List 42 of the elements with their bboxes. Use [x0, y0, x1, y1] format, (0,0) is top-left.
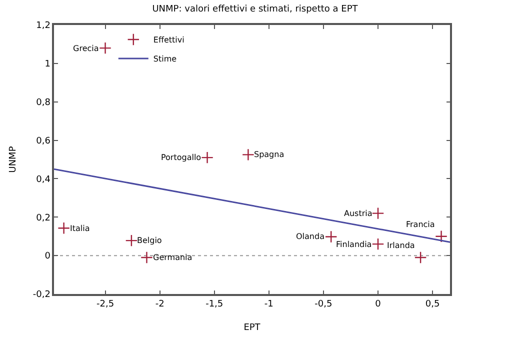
annotation: Portogallo: [161, 153, 202, 162]
annotation: Italia: [70, 224, 90, 233]
annotation: Germania: [153, 253, 192, 262]
legend-label: Stime: [153, 54, 177, 64]
annotation: Spagna: [254, 150, 284, 159]
point: [372, 207, 384, 220]
annotation: Austria: [344, 209, 372, 218]
y-axis-title: UNMP: [8, 146, 19, 173]
y-tick-label: 0,4: [36, 174, 51, 185]
point: [201, 151, 214, 164]
annotation: Finlandia: [336, 240, 372, 249]
x-tick-label: -0,5: [314, 300, 332, 310]
x-tick-label: 0: [375, 300, 382, 310]
y-tick-label: 0,2: [36, 213, 50, 224]
x-tick-label: -1,5: [206, 300, 224, 310]
x-tick-label: 0,5: [425, 300, 440, 310]
annotation: Olanda: [296, 232, 325, 241]
y-tick-label: 0,8: [36, 98, 51, 108]
x-tick-label: -1: [264, 300, 274, 310]
legend-label: Effettivi: [153, 36, 184, 45]
chart-title: UNMP: valori effettivi e stimati, rispetto a EPT: [152, 4, 358, 14]
y-tick-label: -0,2: [32, 290, 50, 300]
annotation: Francia: [406, 220, 435, 229]
point: [99, 42, 112, 54]
annotation: Grecia: [73, 44, 99, 53]
annotation: Irlanda: [387, 241, 415, 250]
y-tick-label: 0: [44, 252, 51, 262]
point: [242, 148, 254, 161]
point: [324, 230, 338, 243]
x-tick-label: -2,5: [96, 300, 114, 310]
point: [414, 251, 427, 264]
point: [140, 251, 153, 264]
x-tick-label: -2: [155, 300, 164, 310]
point: [372, 238, 384, 250]
x-axis-title: EPT: [244, 322, 261, 333]
y-tick-label: 0,6: [36, 136, 51, 146]
point: [58, 222, 70, 234]
y-tick-label: 1,2: [36, 21, 50, 32]
annotation: Belgio: [137, 236, 162, 245]
point: [435, 230, 448, 243]
point: [125, 234, 138, 247]
y-tick-label: 1: [44, 60, 50, 70]
